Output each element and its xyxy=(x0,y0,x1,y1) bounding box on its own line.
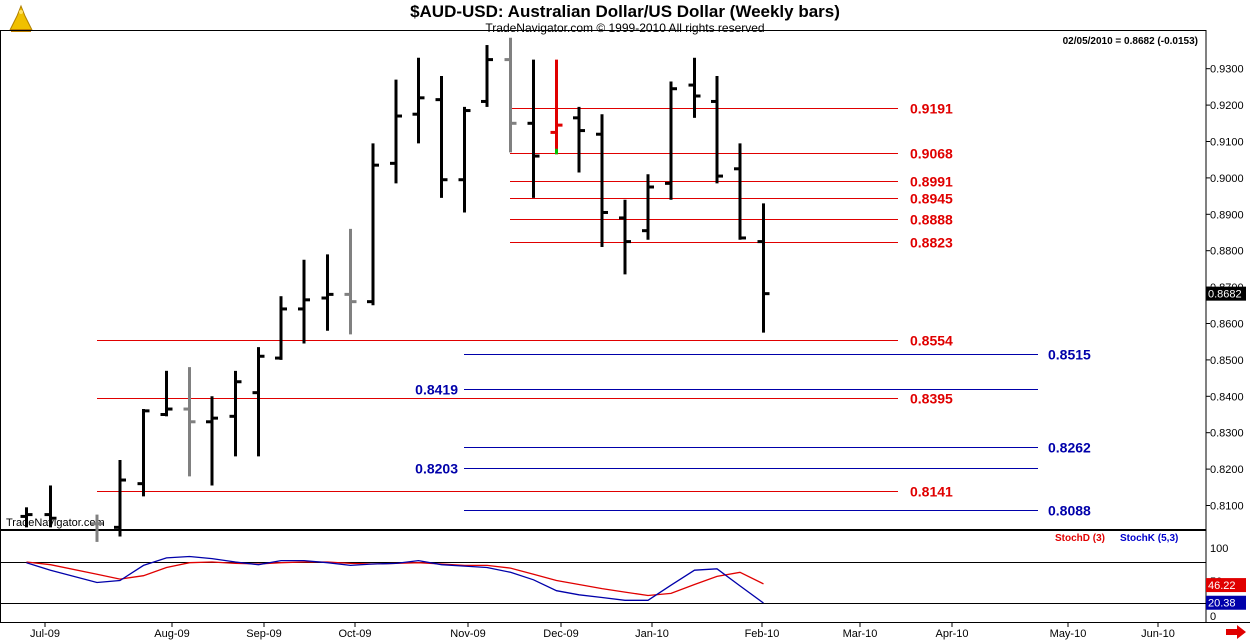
ohlc-bar xyxy=(665,81,677,200)
ohlc-bar xyxy=(183,367,196,477)
level-label: 0.8554 xyxy=(910,333,953,349)
stoch-series-line xyxy=(26,561,764,597)
level-label: 0.8141 xyxy=(910,484,953,500)
ohlc-bar xyxy=(527,59,540,198)
chart-title: $AUD-USD: Australian Dollar/US Dollar (W… xyxy=(410,2,840,21)
watermark: TradeNavigator.com xyxy=(6,517,105,529)
y-tick-label: 0.8900 xyxy=(1210,209,1244,221)
y-tick-label: 0.9200 xyxy=(1210,100,1244,112)
ohlc-bar xyxy=(550,59,563,155)
ohlc-bar xyxy=(367,143,379,306)
stoch-series-line xyxy=(26,555,764,604)
level-label: 0.8395 xyxy=(910,391,953,407)
ohlc-bar xyxy=(573,106,585,173)
stoch-value-box xyxy=(1206,595,1246,610)
level-label: 0.8945 xyxy=(910,191,953,207)
stoch-y-tick-label: 0 xyxy=(1210,611,1216,623)
ohlc-bar xyxy=(114,460,126,537)
stoch-k-legend: StochK (5,3) xyxy=(1120,533,1179,544)
ohlc-bar xyxy=(619,199,631,275)
ohlc-bar xyxy=(412,57,425,144)
level-label: 0.8888 xyxy=(910,212,953,228)
y-tick-label: 0.8100 xyxy=(1210,501,1244,513)
level-label: 0.8823 xyxy=(910,235,953,251)
y-tick-label: 0.8200 xyxy=(1210,464,1244,476)
ohlc-bar xyxy=(321,254,334,331)
ohlc-bar xyxy=(596,114,608,248)
ohlc-bar xyxy=(206,396,218,486)
y-tick-label: 0.8300 xyxy=(1210,428,1244,440)
ohlc-bar xyxy=(390,79,402,184)
y-tick-label: 0.8800 xyxy=(1210,246,1244,258)
last-quote: 02/05/2010 = 0.8682 (-0.0153) xyxy=(1062,36,1198,47)
ohlc-bar xyxy=(711,75,723,184)
level-label: 0.8515 xyxy=(1048,347,1091,363)
ohlc-bar xyxy=(688,57,701,118)
level-label: 0.8991 xyxy=(910,174,953,190)
x-tick-label: Sep-09 xyxy=(246,628,281,640)
y-tick-label: 0.8500 xyxy=(1210,355,1244,367)
x-tick-label: Nov-09 xyxy=(450,628,485,640)
last-price-box xyxy=(1206,286,1246,301)
ohlc-bar xyxy=(757,203,770,333)
x-tick-label: Feb-10 xyxy=(745,628,780,640)
ohlc-bar xyxy=(44,485,57,528)
ohlc-bar xyxy=(20,507,33,528)
y-tick-label: 0.9000 xyxy=(1210,173,1244,185)
y-tick-label: 0.8400 xyxy=(1210,391,1244,403)
x-tick-label: May-10 xyxy=(1050,628,1087,640)
chart-subtitle: TradeNavigator.com © 1999-2010 All right… xyxy=(485,21,765,35)
ohlc-bar xyxy=(435,75,448,198)
level-label: 0.8419 xyxy=(415,382,458,398)
x-tick-label: Jul-09 xyxy=(30,628,60,640)
price-panel-frame xyxy=(0,30,1207,530)
scroll-right-arrow-icon[interactable] xyxy=(1226,625,1246,639)
level-label: 0.8203 xyxy=(415,461,458,477)
ohlc-bar xyxy=(160,370,173,417)
ohlc-bar xyxy=(642,174,654,240)
ohlc-bar xyxy=(91,514,103,542)
stoch-value-label: 46.22 xyxy=(1208,580,1236,592)
level-label: 0.8088 xyxy=(1048,503,1091,519)
x-tick-label: Dec-09 xyxy=(543,628,578,640)
level-label: 0.9191 xyxy=(910,101,953,117)
x-tick-label: Jun-10 xyxy=(1141,628,1175,640)
ohlc-bar xyxy=(458,106,471,213)
level-label: 0.9068 xyxy=(910,146,953,162)
stoch-y-tick-label: 100 xyxy=(1210,543,1228,555)
y-tick-label: 0.8600 xyxy=(1210,319,1244,331)
ohlc-bar xyxy=(275,296,287,360)
y-tick-label: 0.9100 xyxy=(1210,137,1244,149)
ohlc-bar xyxy=(344,228,357,335)
stoch-d-legend: StochD (3) xyxy=(1055,533,1105,544)
ohlc-bar xyxy=(137,409,150,497)
x-tick-label: Oct-09 xyxy=(338,628,371,640)
x-tick-label: Apr-10 xyxy=(935,628,968,640)
x-tick-label: Jan-10 xyxy=(635,628,669,640)
stoch-value-label: 20.38 xyxy=(1208,598,1236,610)
ohlc-bar xyxy=(298,259,310,344)
y-tick-label: 0.9300 xyxy=(1210,64,1244,76)
ohlc-bar xyxy=(734,143,746,240)
ohlc-bar xyxy=(504,37,517,153)
stoch-value-box xyxy=(1206,578,1246,593)
ohlc-bar xyxy=(481,45,493,107)
x-tick-label: Aug-09 xyxy=(154,628,189,640)
last-price-label: 0.8682 xyxy=(1208,289,1242,301)
ohlc-bar xyxy=(229,370,242,457)
x-tick-label: Mar-10 xyxy=(843,628,878,640)
stoch-panel-frame xyxy=(0,530,1207,623)
level-label: 0.8262 xyxy=(1048,440,1091,456)
ohlc-bar xyxy=(252,347,265,457)
